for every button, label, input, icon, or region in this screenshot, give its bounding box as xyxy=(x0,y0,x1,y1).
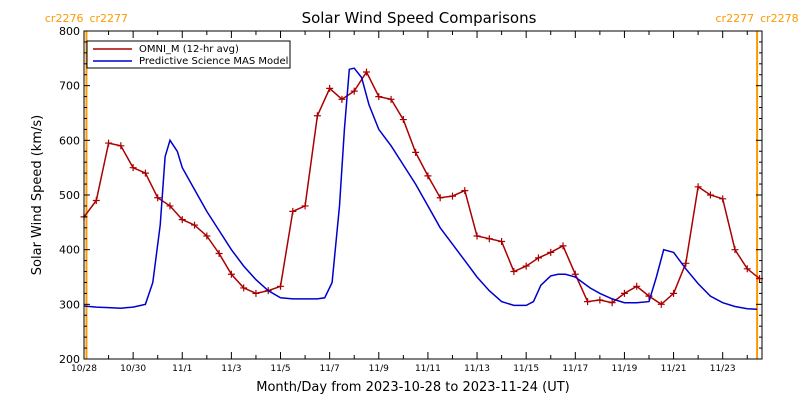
x-axis: 10/28 10/30 11/1 11/3 11/5 11/7 11/9 11/11 11/13… xyxy=(71,31,748,374)
data-point-marker xyxy=(252,289,260,297)
x-tick-label: 11/11 xyxy=(415,364,441,374)
data-point-marker xyxy=(608,299,616,307)
data-point-marker xyxy=(620,289,628,297)
data-point-marker xyxy=(670,289,678,297)
series-line-omni xyxy=(83,70,760,306)
y-tick-label: 500 xyxy=(59,189,80,202)
x-tick-label: 11/3 xyxy=(221,364,241,374)
data-point-marker xyxy=(301,202,309,210)
y-tick-label: 600 xyxy=(59,134,80,147)
data-point-marker xyxy=(596,296,604,304)
x-tick-label: 11/19 xyxy=(611,364,637,374)
rotation-label: cr2277 xyxy=(89,12,128,25)
x-tick-label: 11/13 xyxy=(464,364,490,374)
y-tick-label: 300 xyxy=(59,298,80,311)
data-point-marker xyxy=(191,221,199,229)
data-point-marker xyxy=(485,235,493,243)
data-point-marker xyxy=(117,142,125,150)
data-point-marker xyxy=(510,268,518,276)
chart-title: Solar Wind Speed Comparisons xyxy=(302,9,537,27)
data-point-marker xyxy=(240,284,248,292)
data-point-marker xyxy=(461,187,469,195)
data-point-marker xyxy=(743,265,751,273)
data-point-marker xyxy=(154,194,162,202)
data-point-marker xyxy=(166,202,174,210)
data-point-marker xyxy=(473,232,481,240)
x-tick-label: 10/30 xyxy=(120,364,146,374)
data-point-marker xyxy=(534,254,542,262)
data-point-marker xyxy=(399,116,407,124)
legend: OMNI_M (12-hr avg) Predictive Science MA… xyxy=(86,40,291,69)
data-point-marker xyxy=(657,300,665,308)
x-tick-label: 11/7 xyxy=(320,364,340,374)
data-point-marker xyxy=(141,169,149,177)
data-point-marker xyxy=(326,84,334,92)
x-tick-label: 11/23 xyxy=(710,364,736,374)
data-point-marker xyxy=(522,262,530,270)
x-tick-label: 11/21 xyxy=(661,364,687,374)
data-point-marker xyxy=(387,95,395,103)
data-point-marker xyxy=(547,248,555,256)
data-point-marker xyxy=(350,87,358,95)
x-tick-label: 11/15 xyxy=(513,364,539,374)
data-point-marker xyxy=(498,237,506,245)
data-point-marker xyxy=(363,68,370,76)
data-point-marker xyxy=(436,194,444,202)
y-axis-label: Solar Wind Speed (km/s) xyxy=(30,115,45,275)
y-tick-label: 400 xyxy=(59,244,80,257)
data-point-marker xyxy=(375,93,383,101)
x-tick-label: 11/17 xyxy=(562,364,588,374)
data-point-marker xyxy=(731,246,739,254)
data-point-marker xyxy=(559,242,567,250)
data-point-marker xyxy=(277,282,285,290)
y-tick-label: 800 xyxy=(59,25,80,38)
data-point-marker xyxy=(289,207,297,215)
rotation-label: cr2276 xyxy=(45,12,84,25)
data-point-marker xyxy=(338,95,346,103)
series-line-mas xyxy=(83,67,758,311)
x-tick-label: 10/28 xyxy=(71,364,97,374)
x-tick-label: 11/9 xyxy=(369,364,389,374)
y-tick-label: 200 xyxy=(59,353,80,366)
rotation-label: cr2278 xyxy=(760,12,799,25)
plot-frame xyxy=(83,30,763,360)
legend-label-omni: OMNI_M (12-hr avg) xyxy=(139,44,239,55)
data-point-marker xyxy=(178,216,186,224)
data-point-marker xyxy=(227,270,235,278)
data-point-marker xyxy=(584,298,592,306)
data-point-marker xyxy=(424,172,432,180)
x-axis-label: Month/Day from 2023-10-28 to 2023-11-24 … xyxy=(256,380,569,395)
data-point-marker xyxy=(92,196,100,204)
legend-box xyxy=(86,40,291,69)
data-point-marker xyxy=(105,139,113,147)
data-point-marker xyxy=(694,183,702,191)
legend-label-mas: Predictive Science MAS Model xyxy=(139,56,288,67)
data-point-marker xyxy=(633,282,641,290)
rotation-label: cr2277 xyxy=(716,12,755,25)
y-axis: 200 300 400 500 600 700 800 xyxy=(59,25,762,366)
data-point-marker xyxy=(129,164,137,172)
data-point-marker xyxy=(706,191,714,199)
data-point-marker xyxy=(682,259,690,267)
data-point-marker xyxy=(313,112,321,120)
data-point-marker xyxy=(203,232,211,240)
data-point-marker xyxy=(448,192,456,200)
data-point-marker xyxy=(215,249,223,257)
data-point-marker xyxy=(412,148,420,156)
x-tick-label: 11/1 xyxy=(172,364,192,374)
series-layer xyxy=(80,67,764,311)
x-tick-label: 11/5 xyxy=(270,364,290,374)
y-tick-label: 700 xyxy=(59,80,80,93)
data-point-marker xyxy=(719,195,727,203)
